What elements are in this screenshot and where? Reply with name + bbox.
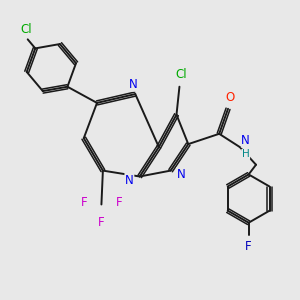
Text: H: H <box>242 149 250 159</box>
Text: N: N <box>241 134 250 147</box>
Text: N: N <box>128 78 137 91</box>
Text: F: F <box>245 240 252 253</box>
Text: N: N <box>125 173 134 187</box>
Text: F: F <box>116 196 122 209</box>
Text: F: F <box>80 196 87 209</box>
Text: N: N <box>176 168 185 181</box>
Text: Cl: Cl <box>175 68 187 81</box>
Text: F: F <box>98 216 105 229</box>
Text: O: O <box>225 91 234 104</box>
Text: Cl: Cl <box>20 22 32 36</box>
